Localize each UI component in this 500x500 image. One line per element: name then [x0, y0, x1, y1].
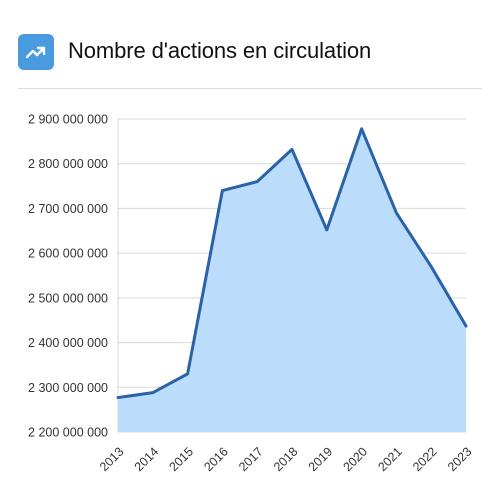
data-point [151, 391, 155, 395]
x-tick-label: 2019 [306, 445, 336, 475]
chart-header: Nombre d'actions en circulation [18, 32, 482, 70]
trending-up-icon [18, 34, 54, 70]
x-tick-label: 2013 [97, 445, 127, 475]
data-point [360, 127, 364, 131]
x-tick-label: 2018 [271, 445, 301, 475]
x-tick-label: 2017 [236, 445, 266, 475]
data-point [116, 396, 120, 400]
x-tick-label: 2020 [341, 445, 371, 475]
series-line [116, 127, 468, 400]
x-tick-label: 2023 [445, 445, 475, 475]
y-tick-label: 2 200 000 000 [28, 426, 108, 440]
y-tick-label: 2 400 000 000 [28, 336, 108, 350]
data-point [325, 228, 329, 232]
y-tick-label: 2 700 000 000 [28, 202, 108, 216]
y-tick-label: 2 600 000 000 [28, 247, 108, 261]
data-point [429, 265, 433, 269]
x-tick-label: 2016 [201, 445, 231, 475]
series-area [118, 128, 466, 432]
x-tick-label: 2021 [375, 445, 405, 475]
data-point [464, 324, 468, 328]
y-tick-label: 2 300 000 000 [28, 381, 108, 395]
y-tick-label: 2 900 000 000 [28, 113, 108, 127]
y-tick-label: 2 800 000 000 [28, 157, 108, 171]
x-tick-label: 2014 [132, 445, 162, 475]
header-divider [18, 88, 482, 89]
data-point [220, 189, 224, 193]
y-tick-label: 2 500 000 000 [28, 291, 108, 305]
x-tick-label: 2022 [410, 445, 440, 475]
data-point [290, 147, 294, 151]
page-title: Nombre d'actions en circulation [68, 38, 372, 63]
data-point [186, 372, 190, 376]
data-point [255, 180, 259, 184]
x-tick-label: 2015 [167, 445, 197, 475]
data-point [394, 211, 398, 215]
